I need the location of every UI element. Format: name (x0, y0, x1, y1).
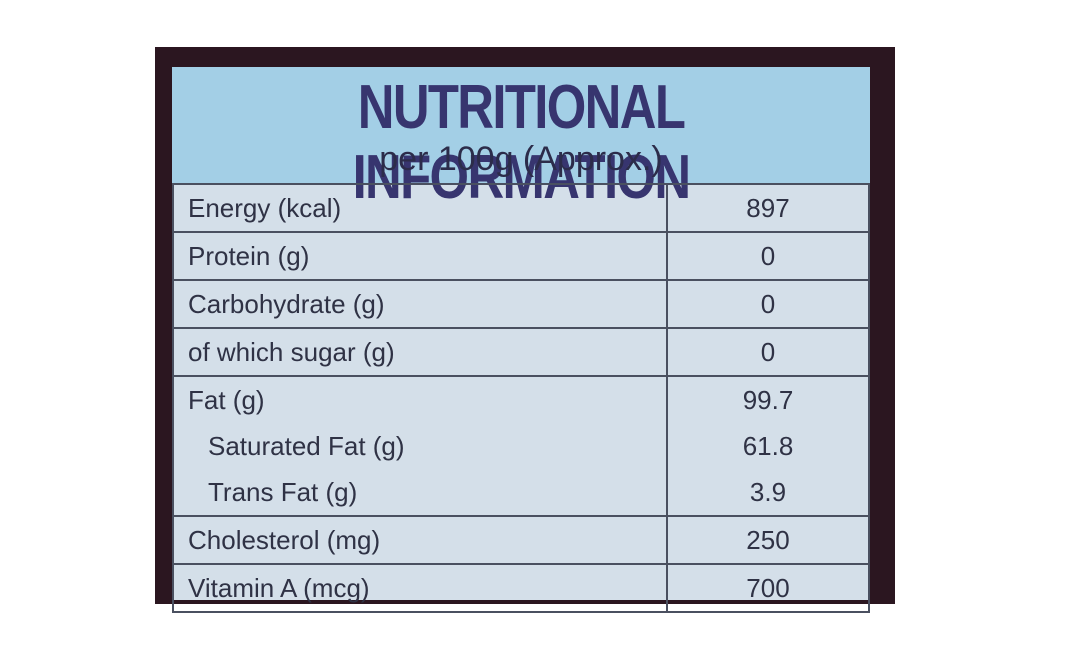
nutrient-name: Energy (kcal) (172, 183, 668, 233)
nutrient-name: Fat (g) (172, 375, 668, 423)
nutrient-name: Vitamin A (mcg) (172, 563, 668, 613)
nutrition-label: NUTRITIONAL INFORMATION per 100g (Approx… (172, 67, 870, 613)
nutrient-value: 897 (666, 183, 870, 233)
label-title: NUTRITIONAL INFORMATION (352, 73, 691, 212)
nutrient-name: Carbohydrate (g) (172, 279, 668, 329)
nutrient-name: Trans Fat (g) (172, 469, 668, 516)
label-subtitle: per 100g (Approx.) (379, 140, 663, 178)
label-photo: NUTRITIONAL INFORMATION per 100g (Approx… (155, 47, 895, 613)
table-row: of which sugar (g) 0 (172, 327, 870, 377)
nutrient-name: of which sugar (g) (172, 327, 668, 377)
table-row: Trans Fat (g) 3.9 (172, 469, 870, 516)
nutrient-value: 99.7 (666, 375, 870, 423)
table-row: Cholesterol (mg) 250 (172, 515, 870, 565)
nutrient-name: Saturated Fat (g) (172, 423, 668, 469)
nutrient-value: 700 (666, 563, 870, 613)
nutrition-table: Energy (kcal) 897 Protein (g) 0 Carbohyd… (172, 183, 870, 613)
nutrient-value: 0 (666, 279, 870, 329)
nutrient-value: 250 (666, 515, 870, 565)
nutrient-name: Cholesterol (mg) (172, 515, 668, 565)
nutrient-value: 0 (666, 327, 870, 377)
nutrient-value: 61.8 (666, 423, 870, 469)
table-row: Fat (g) 99.7 (172, 375, 870, 423)
table-row: Vitamin A (mcg) 700 (172, 563, 870, 613)
table-row: Protein (g) 0 (172, 231, 870, 281)
nutrient-value: 3.9 (666, 469, 870, 516)
nutrient-value: 0 (666, 231, 870, 281)
table-row: Saturated Fat (g) 61.8 (172, 423, 870, 469)
table-row: Energy (kcal) 897 (172, 183, 870, 233)
label-header: NUTRITIONAL INFORMATION per 100g (Approx… (172, 67, 870, 212)
nutrient-name: Protein (g) (172, 231, 668, 281)
table-row: Carbohydrate (g) 0 (172, 279, 870, 329)
